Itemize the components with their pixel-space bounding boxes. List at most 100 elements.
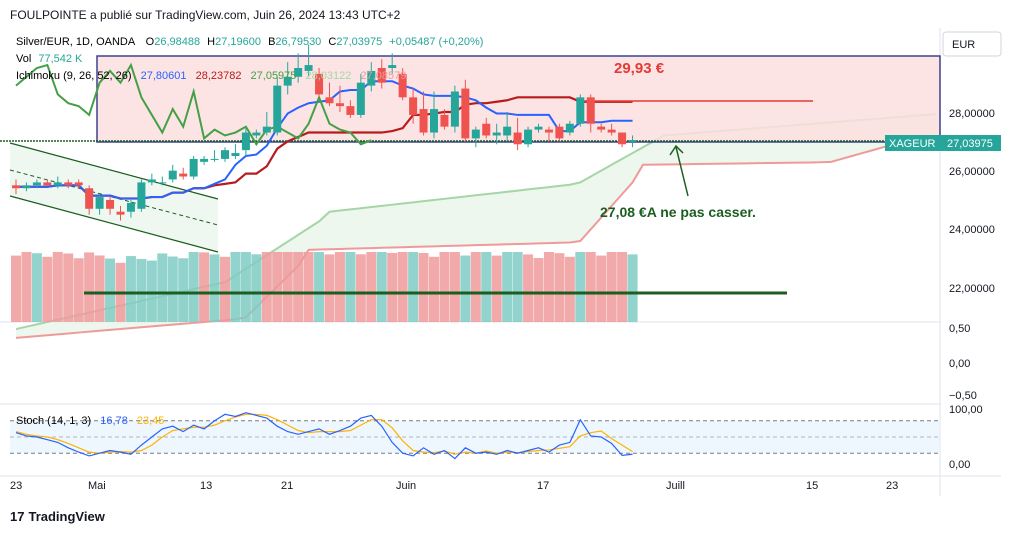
candle-body	[356, 82, 365, 115]
legend-vol-label: Vol	[16, 53, 31, 65]
candle-body	[388, 65, 397, 69]
svg-text:Ichimoku (9, 26, 52, 26) 2: Ichimoku (9, 26, 52, 26) 27,80601 28,237…	[16, 70, 406, 82]
volume-bar	[94, 255, 105, 322]
candle-body	[471, 129, 480, 139]
candle-body	[367, 70, 376, 86]
volume-bar	[178, 258, 189, 322]
candle-body	[147, 179, 156, 183]
volume-bar	[439, 252, 450, 322]
channel-upper	[9, 142, 219, 200]
legend-c-label: C	[328, 36, 336, 48]
volume-bar	[449, 252, 460, 322]
candle-body	[294, 68, 303, 77]
price-tick: 22,00000	[949, 283, 995, 295]
legend-ichi-v5: 27,08579	[360, 70, 406, 82]
currency-button[interactable]	[942, 31, 1002, 57]
volume-bar	[209, 254, 220, 322]
candle-body	[440, 114, 449, 127]
legend-change: +0,05487 (+0,20%)	[389, 36, 483, 48]
volume-bar	[617, 252, 628, 322]
candle-body	[461, 88, 470, 139]
volume-bar	[314, 252, 325, 322]
candle-body	[241, 132, 250, 151]
volume-bar	[52, 252, 63, 322]
volume-bar	[105, 258, 116, 322]
volume-bar	[554, 253, 565, 322]
legend-h-label: H	[207, 36, 215, 48]
candle-body	[409, 97, 418, 115]
svg-text:Vol 77,542 K: Vol 77,542 K	[16, 53, 83, 65]
currency-label: EUR	[952, 39, 975, 51]
legend-o: 26,98488	[154, 36, 200, 48]
candle-body	[565, 123, 574, 133]
candle-body	[231, 153, 240, 156]
volume-bar	[345, 252, 356, 322]
price-tick: 28,00000	[949, 108, 995, 120]
chikou-span	[15, 62, 372, 147]
volume-bar	[240, 252, 251, 322]
volume-bar	[136, 258, 147, 322]
legend-ichi-v4: 28,03122	[305, 70, 351, 82]
candle-body	[430, 109, 438, 133]
volume-bar	[73, 258, 84, 322]
legend-ichi-v3: 27,05975	[251, 70, 297, 82]
volume-bar	[42, 256, 53, 322]
time-label: 17	[537, 480, 549, 492]
support-annotation: 27,08 €A ne pas casser.	[600, 204, 756, 220]
candle-body	[524, 129, 533, 145]
volume-bar	[324, 254, 335, 322]
volume-bar	[84, 252, 95, 322]
time-label: Juill	[666, 480, 685, 492]
legend-h: 27,19600	[215, 36, 261, 48]
volume-bar	[303, 252, 314, 322]
stochastic	[10, 412, 940, 460]
volume-bar	[31, 253, 42, 322]
price-tag-value: 27,03975	[947, 138, 993, 150]
price-tag-symbol: XAGEUR	[889, 138, 936, 150]
publisher-line: FOULPOINTE a publié sur TradingView.com,…	[10, 8, 401, 22]
candle-body	[555, 126, 564, 139]
tradingview-brand[interactable]: 17 TradingView	[10, 509, 105, 524]
candle-body	[377, 68, 386, 83]
volume-bar	[627, 254, 638, 322]
svg-text:Stoch (14, 1, 3) 16,78: Stoch (14, 1, 3) 16,78 23,45	[16, 415, 164, 427]
volume-bar	[408, 252, 419, 322]
stoch-tick: 0,00	[949, 459, 970, 471]
volume-bar	[460, 255, 471, 322]
volume-bar	[512, 252, 523, 322]
candle-body	[513, 132, 522, 145]
volume-bar	[334, 252, 345, 322]
volume-bar	[533, 258, 544, 322]
candle-body	[12, 185, 20, 189]
candle-body	[283, 76, 292, 86]
candle-body	[492, 132, 501, 136]
volume-bar	[585, 252, 596, 322]
legend-vol: 77,542 K	[38, 53, 83, 65]
candle-body	[179, 173, 188, 177]
volume-bar	[606, 252, 617, 322]
volume-bars	[11, 252, 787, 322]
volume-bar	[167, 256, 178, 322]
volume-bar	[282, 252, 293, 322]
volume-bar	[596, 255, 607, 322]
candle-body	[210, 158, 219, 160]
candle-body	[95, 197, 104, 209]
candle-body	[106, 199, 115, 209]
candle-body	[607, 129, 616, 133]
candle-body	[221, 150, 229, 159]
candle-body	[116, 211, 125, 215]
brand-name: TradingView	[28, 509, 105, 524]
volume-bar	[63, 253, 74, 322]
volume-bar	[387, 252, 398, 322]
candle-body	[597, 126, 606, 130]
candle-body	[273, 85, 282, 133]
candle-body	[200, 158, 209, 162]
legend-symbol: Silver/EUR, 1D, OANDA	[16, 36, 136, 48]
candle-body	[158, 182, 167, 184]
candle-body	[482, 123, 491, 136]
senkou-span-b	[15, 139, 936, 339]
legend-stoch-label: Stoch (14, 1, 3)	[16, 415, 91, 427]
candle-body	[346, 106, 355, 115]
time-label: 21	[281, 480, 293, 492]
